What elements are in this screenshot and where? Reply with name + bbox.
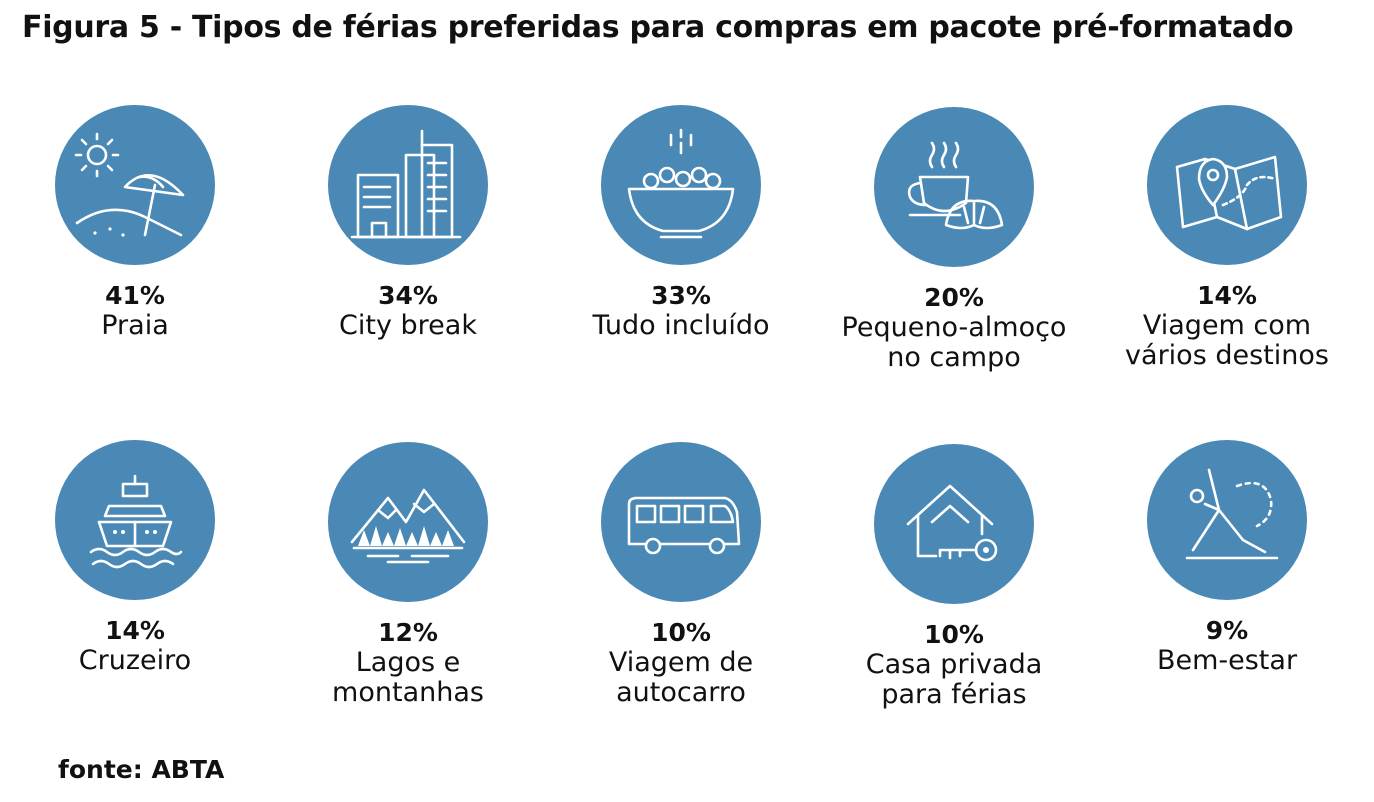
value-label: 20%	[924, 283, 984, 312]
category-label-line: Casa privada	[865, 649, 1043, 680]
mountains-lake-icon	[350, 488, 466, 564]
value-label: 10%	[924, 620, 984, 649]
circle	[328, 442, 488, 602]
circle	[1147, 105, 1307, 265]
item-viagem-varios-destinos: 14% Viagem com vários destinos	[1102, 105, 1352, 371]
value-label: 41%	[105, 281, 165, 310]
food-bowl-icon	[627, 128, 735, 239]
category-label-line: Tudo incluído	[592, 310, 770, 341]
city-buildings-icon	[350, 129, 462, 239]
circle	[601, 442, 761, 602]
category-label-line: Viagem de	[608, 647, 754, 678]
item-casa-privada: 10% Casa privada para férias	[829, 444, 1079, 710]
yoga-pose-icon	[1185, 468, 1279, 560]
item-city-break: 34% City break	[283, 105, 533, 341]
value-label: 14%	[1197, 281, 1257, 310]
category-label-line: Pequeno-almoço	[841, 312, 1067, 343]
category-label-line: Bem-estar	[1156, 645, 1298, 676]
circle	[55, 105, 215, 265]
value-label: 10%	[651, 618, 711, 647]
item-praia: 41% Praia	[10, 105, 260, 341]
bus-icon	[627, 496, 741, 555]
category-label-line: montanhas	[332, 677, 484, 708]
category-label-line: Cruzeiro	[78, 645, 192, 676]
circle	[874, 444, 1034, 604]
circle	[328, 105, 488, 265]
value-label: 34%	[378, 281, 438, 310]
map-pin-icon	[1175, 155, 1283, 231]
source-note: fonte: ABTA	[58, 755, 225, 784]
value-label: 9%	[1205, 616, 1249, 645]
item-viagem-autocarro: 10% Viagem de autocarro	[556, 442, 806, 708]
circle	[601, 105, 761, 265]
category-label-line: autocarro	[616, 677, 746, 708]
category-label-line: City break	[339, 310, 477, 341]
category-label-line: Viagem com	[1142, 310, 1312, 341]
value-label: 12%	[378, 618, 438, 647]
coffee-croissant-icon	[907, 141, 1004, 230]
circle	[55, 440, 215, 600]
cruise-ship-icon	[89, 474, 183, 569]
category-label-line: para férias	[881, 679, 1027, 710]
chart-title: Figura 5 - Tipos de férias preferidas pa…	[22, 10, 1294, 45]
circle	[874, 107, 1034, 267]
category-label-line: Lagos e	[355, 647, 461, 678]
item-tudo-incluido: 33% Tudo incluído	[556, 105, 806, 341]
circle	[1147, 440, 1307, 600]
item-bem-estar: 9% Bem-estar	[1102, 440, 1352, 676]
value-label: 33%	[651, 281, 711, 310]
item-lagos-montanhas: 12% Lagos e montanhas	[283, 442, 533, 708]
item-cruzeiro: 14% Cruzeiro	[10, 440, 260, 676]
beach-umbrella-icon	[74, 132, 185, 237]
category-label-line: Praia	[101, 310, 169, 341]
item-pequeno-almoco: 20% Pequeno-almoço no campo	[829, 107, 1079, 373]
house-key-icon	[906, 484, 998, 562]
value-label: 14%	[105, 616, 165, 645]
category-label-line: vários destinos	[1125, 340, 1329, 371]
category-label-line: no campo	[887, 342, 1021, 373]
